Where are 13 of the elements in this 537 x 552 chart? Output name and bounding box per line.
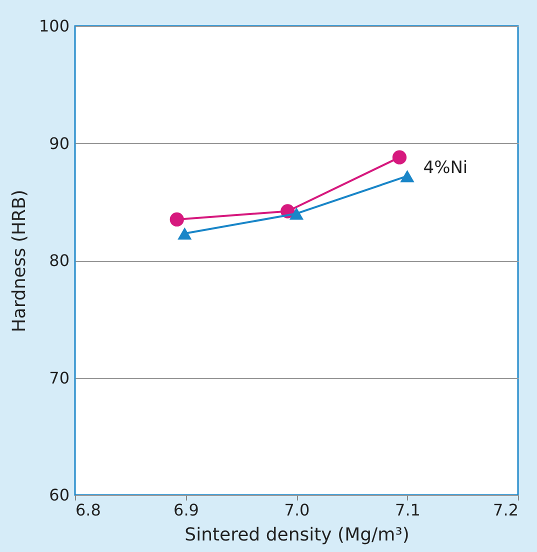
series-label: 4%Ni xyxy=(423,158,468,178)
y-tick-label: 100 xyxy=(38,16,70,36)
y-tick-label: 60 xyxy=(49,486,70,504)
y-tick-label: 70 xyxy=(49,368,70,388)
y-tick-label: 90 xyxy=(49,134,70,153)
y-axis-title: Hardness (HRB) xyxy=(8,190,30,332)
x-tick-label: 7.1 xyxy=(395,500,420,520)
x-tick-label: 7.2 xyxy=(493,500,518,520)
x-tick-label: 6.9 xyxy=(174,500,199,520)
y-tick-label: 80 xyxy=(49,251,70,270)
x-axis-title: Sintered density (Mg/m³) xyxy=(184,524,410,546)
x-tick-label: 7.0 xyxy=(284,500,310,520)
x-tick-label: 6.8 xyxy=(76,500,101,520)
